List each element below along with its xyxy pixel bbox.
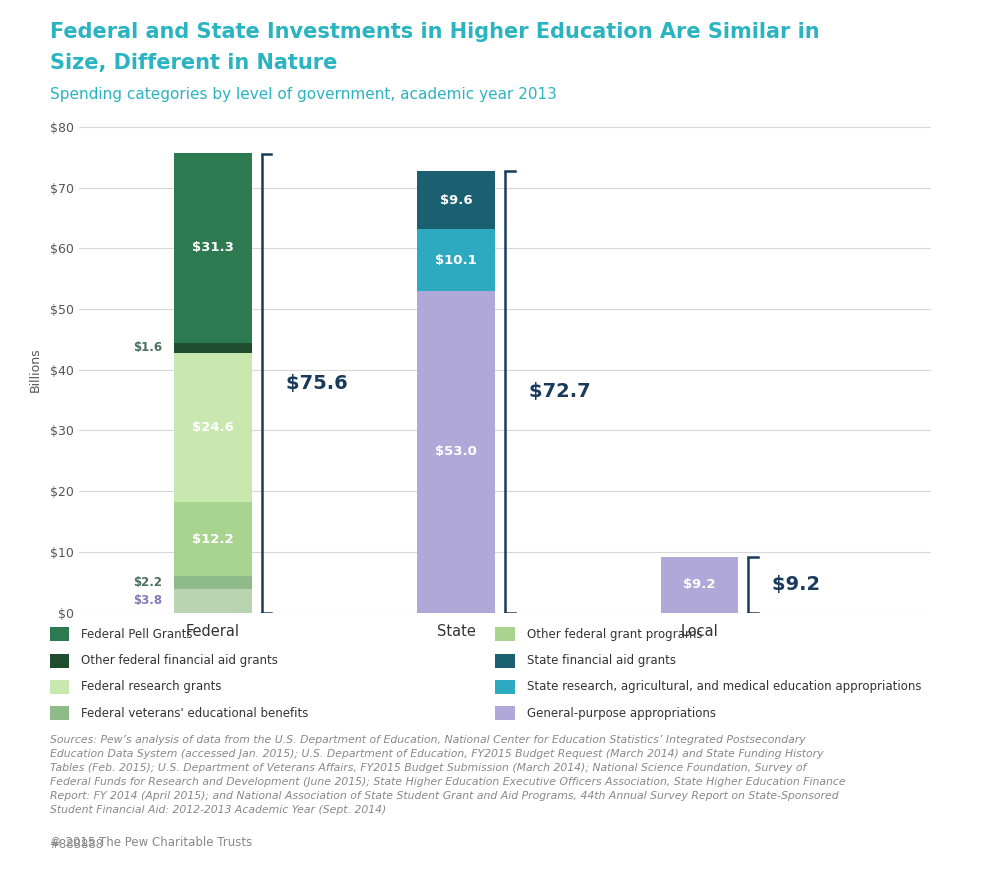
Text: $10.1: $10.1 <box>436 254 477 267</box>
Bar <box>174 502 251 576</box>
Text: $9.2: $9.2 <box>683 578 716 592</box>
Text: $12.2: $12.2 <box>192 533 234 545</box>
Text: $3.8: $3.8 <box>133 594 162 607</box>
Text: $​75.6: $​75.6 <box>286 374 347 393</box>
Text: Size, Different in Nature: Size, Different in Nature <box>50 52 337 73</box>
Text: Other federal grant programs: Other federal grant programs <box>527 628 702 640</box>
Text: #888888: #888888 <box>50 837 104 850</box>
Text: © 2015 The Pew Charitable Trusts: © 2015 The Pew Charitable Trusts <box>50 836 251 849</box>
Bar <box>418 172 495 229</box>
Text: Federal research grants: Federal research grants <box>81 681 222 693</box>
Text: Federal Pell Grants: Federal Pell Grants <box>81 628 193 640</box>
Bar <box>174 353 251 502</box>
Text: Spending categories by level of government, academic year 2013: Spending categories by level of governme… <box>50 88 556 102</box>
Text: $​9.2: $​9.2 <box>772 575 821 594</box>
Text: General-purpose appropriations: General-purpose appropriations <box>527 707 716 719</box>
Bar <box>174 343 251 353</box>
Text: State research, agricultural, and medical education appropriations: State research, agricultural, and medica… <box>527 681 921 693</box>
Text: $53.0: $53.0 <box>436 445 477 458</box>
Text: State financial aid grants: State financial aid grants <box>527 654 676 667</box>
Text: $24.6: $24.6 <box>192 421 234 434</box>
Text: Sources: Pew’s analysis of data from the U.S. Department of Education, National : Sources: Pew’s analysis of data from the… <box>50 735 845 815</box>
Bar <box>418 229 495 290</box>
Text: $2.2: $2.2 <box>133 577 162 589</box>
Bar <box>418 290 495 612</box>
Bar <box>174 153 251 343</box>
Text: Other federal financial aid grants: Other federal financial aid grants <box>81 654 278 667</box>
Text: $1.6: $1.6 <box>133 341 162 354</box>
Text: Federal and State Investments in Higher Education Are Similar in: Federal and State Investments in Higher … <box>50 22 819 42</box>
Bar <box>660 556 739 612</box>
Text: $31.3: $31.3 <box>192 242 234 255</box>
Text: Federal veterans' educational benefits: Federal veterans' educational benefits <box>81 707 309 719</box>
Y-axis label: Billions: Billions <box>29 347 42 392</box>
Bar <box>174 590 251 612</box>
Text: $9.6: $9.6 <box>440 194 472 206</box>
Bar <box>174 576 251 590</box>
Text: $​72.7: $​72.7 <box>530 382 591 402</box>
